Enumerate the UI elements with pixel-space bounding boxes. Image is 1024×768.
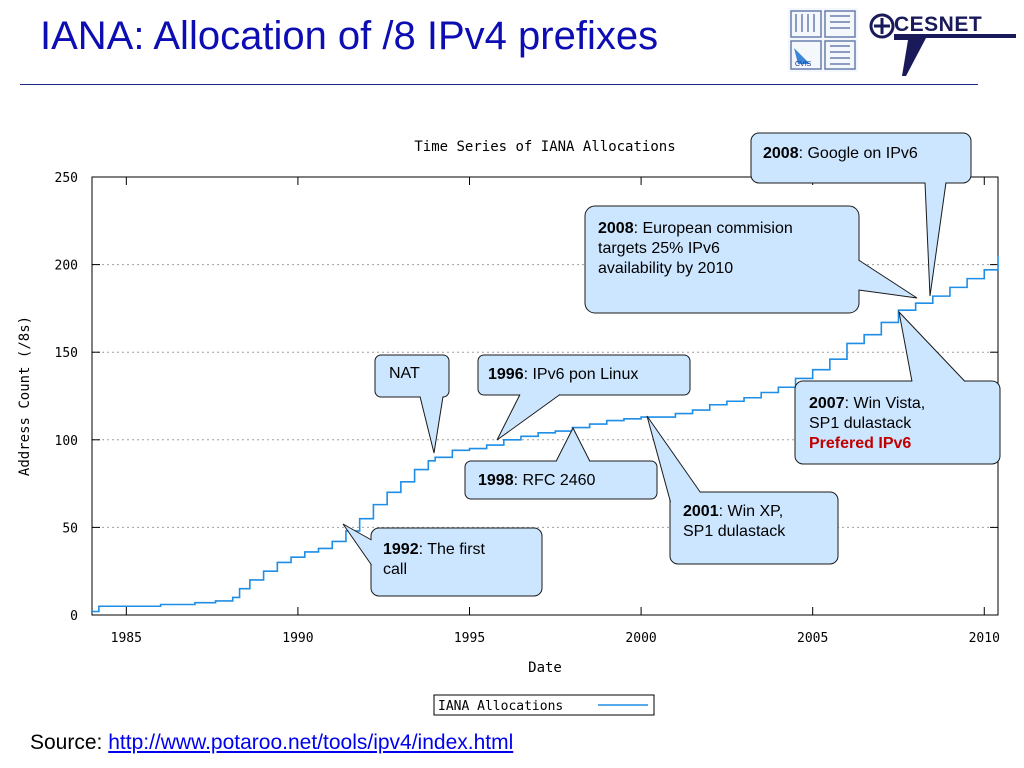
callout-line-text: : IPv6 pon Linux bbox=[523, 366, 639, 383]
callout-highlight: Prefered IPv6 bbox=[809, 435, 912, 452]
y-tick-label: 0 bbox=[70, 609, 78, 624]
legend-box bbox=[433, 694, 655, 716]
callout-2008eu-pointer-edge bbox=[858, 259, 918, 299]
callout-2008eu-line: availability by 2010 bbox=[598, 259, 793, 279]
callout-2001-line: 2001: Win XP, bbox=[683, 502, 785, 522]
x-tick-label: 1985 bbox=[111, 631, 142, 646]
callout-2001 bbox=[646, 415, 839, 565]
source-line: Source: http://www.potaroo.net/tools/ipv… bbox=[30, 731, 513, 755]
callout-2008eu bbox=[584, 205, 918, 314]
callout-year: 1992 bbox=[383, 541, 419, 558]
x-axis-label: Date bbox=[528, 660, 562, 676]
callout-1992-line: call bbox=[383, 560, 485, 580]
callout-line-text: call bbox=[383, 561, 408, 578]
y-tick-label: 200 bbox=[55, 259, 78, 274]
callout-nat-line: NAT bbox=[389, 364, 420, 384]
callout-line-text: availability by 2010 bbox=[598, 260, 734, 277]
callout-line-text: : The first bbox=[418, 541, 485, 558]
callout-line-text: SP1 dulastack bbox=[809, 415, 912, 432]
callout-year: 2001 bbox=[683, 503, 719, 520]
callout-2008g bbox=[750, 132, 972, 297]
callout-1998 bbox=[464, 426, 658, 500]
source-link[interactable]: http://www.potaroo.net/tools/ipv4/index.… bbox=[108, 731, 514, 754]
callout-year: 2008 bbox=[598, 220, 634, 237]
cvis-logo: CVIS bbox=[788, 8, 858, 72]
callout-year: 1996 bbox=[488, 366, 524, 383]
callout-year: 1998 bbox=[478, 472, 514, 489]
x-tick-label: 2010 bbox=[969, 631, 1000, 646]
callout-2008g-pointer-edge bbox=[924, 182, 947, 297]
callout-line-text: targets 25% IPv6 bbox=[598, 240, 720, 257]
callout-1992-line: 1992: The first bbox=[383, 540, 485, 560]
title-divider bbox=[20, 84, 978, 85]
callout-2001-pointer-fill bbox=[647, 416, 701, 502]
legend-label: IANA Allocations bbox=[438, 699, 563, 714]
cvis-logo-text: CVIS bbox=[795, 61, 812, 68]
callout-1998-text: 1998: RFC 2460 bbox=[478, 471, 595, 491]
callout-1996 bbox=[477, 354, 691, 441]
callout-2001-box bbox=[669, 491, 839, 565]
callout-nat-text: NAT bbox=[389, 364, 420, 384]
x-tick-label: 2005 bbox=[797, 631, 828, 646]
callout-nat bbox=[374, 354, 450, 454]
callout-2007-box bbox=[794, 380, 1001, 465]
callout-year: 2007 bbox=[809, 395, 845, 412]
callout-nat-pointer-fill bbox=[420, 396, 443, 453]
callout-1992 bbox=[342, 523, 543, 597]
callout-2001-text: 2001: Win XP, SP1 dulastack bbox=[683, 502, 785, 542]
callout-line-text: : Win XP, bbox=[718, 503, 784, 520]
callout-2008g-line: 2008: Google on IPv6 bbox=[763, 144, 918, 164]
cesnet-logo bbox=[869, 13, 1016, 76]
callout-nat-box bbox=[374, 354, 450, 398]
series-line-0 bbox=[92, 255, 999, 613]
y-tick-label: 150 bbox=[55, 346, 78, 361]
callout-1996-box bbox=[477, 354, 691, 396]
x-tick-label: 1995 bbox=[454, 631, 485, 646]
callout-1992-pointer-edge bbox=[342, 523, 372, 566]
callout-line-text: SP1 dulastack bbox=[683, 523, 786, 540]
cesnet-logo-text: CESNET bbox=[894, 13, 983, 36]
slide-title: IANA: Allocation of /8 IPv4 prefixes bbox=[40, 14, 659, 58]
source-label: Source: bbox=[30, 731, 103, 754]
callout-line-text: : Google on IPv6 bbox=[798, 145, 918, 162]
callout-2008eu-line: targets 25% IPv6 bbox=[598, 239, 793, 259]
callout-2007-line: Prefered IPv6 bbox=[809, 434, 925, 454]
callout-2007-line: 2007: Win Vista, bbox=[809, 394, 925, 414]
callout-2001-line: SP1 dulastack bbox=[683, 522, 785, 542]
x-tick-label: 1990 bbox=[282, 631, 313, 646]
chart-title: Time Series of IANA Allocations bbox=[414, 139, 675, 155]
callout-2007-pointer-edge bbox=[898, 310, 966, 382]
callout-2008eu-line: 2008: European commision bbox=[598, 219, 793, 239]
callout-line-text: : European commision bbox=[633, 220, 793, 237]
callout-2008g-box bbox=[750, 132, 972, 184]
callout-2007 bbox=[794, 310, 1001, 465]
callout-2008-eu-text: 2008: European commision targets 25% IPv6… bbox=[598, 219, 793, 279]
callout-2008-google-text: 2008: Google on IPv6 bbox=[763, 144, 918, 164]
callout-line-text: : Win Vista, bbox=[844, 395, 926, 412]
callout-1992-text: 1992: The first call bbox=[383, 540, 485, 580]
callout-nat-pointer-edge bbox=[419, 396, 444, 454]
callout-1998-pointer-edge bbox=[555, 426, 591, 462]
callout-year: 2008 bbox=[763, 145, 799, 162]
callout-1996-text: 1996: IPv6 pon Linux bbox=[488, 365, 638, 385]
callout-line-text: NAT bbox=[389, 365, 420, 382]
callout-2008g-pointer-fill bbox=[925, 182, 946, 296]
y-tick-label: 100 bbox=[55, 434, 78, 449]
callout-1998-line: 1998: RFC 2460 bbox=[478, 471, 595, 491]
callout-2001-pointer-edge bbox=[646, 415, 701, 503]
callout-1998-pointer-fill bbox=[556, 428, 590, 462]
callout-line-text: : RFC 2460 bbox=[513, 472, 596, 489]
callout-2007-text: 2007: Win Vista, SP1 dulastack Prefered IP… bbox=[809, 394, 925, 454]
callout-2008eu-box bbox=[584, 205, 860, 314]
callout-1996-line: 1996: IPv6 pon Linux bbox=[488, 365, 638, 385]
x-tick-label: 2000 bbox=[625, 631, 656, 646]
y-axis-label: Address Count (/8s) bbox=[17, 316, 33, 476]
y-tick-label: 50 bbox=[62, 521, 78, 536]
y-tick-label: 250 bbox=[55, 171, 78, 186]
callout-1996-pointer-edge bbox=[496, 394, 561, 441]
callout-2007-line: SP1 dulastack bbox=[809, 414, 925, 434]
